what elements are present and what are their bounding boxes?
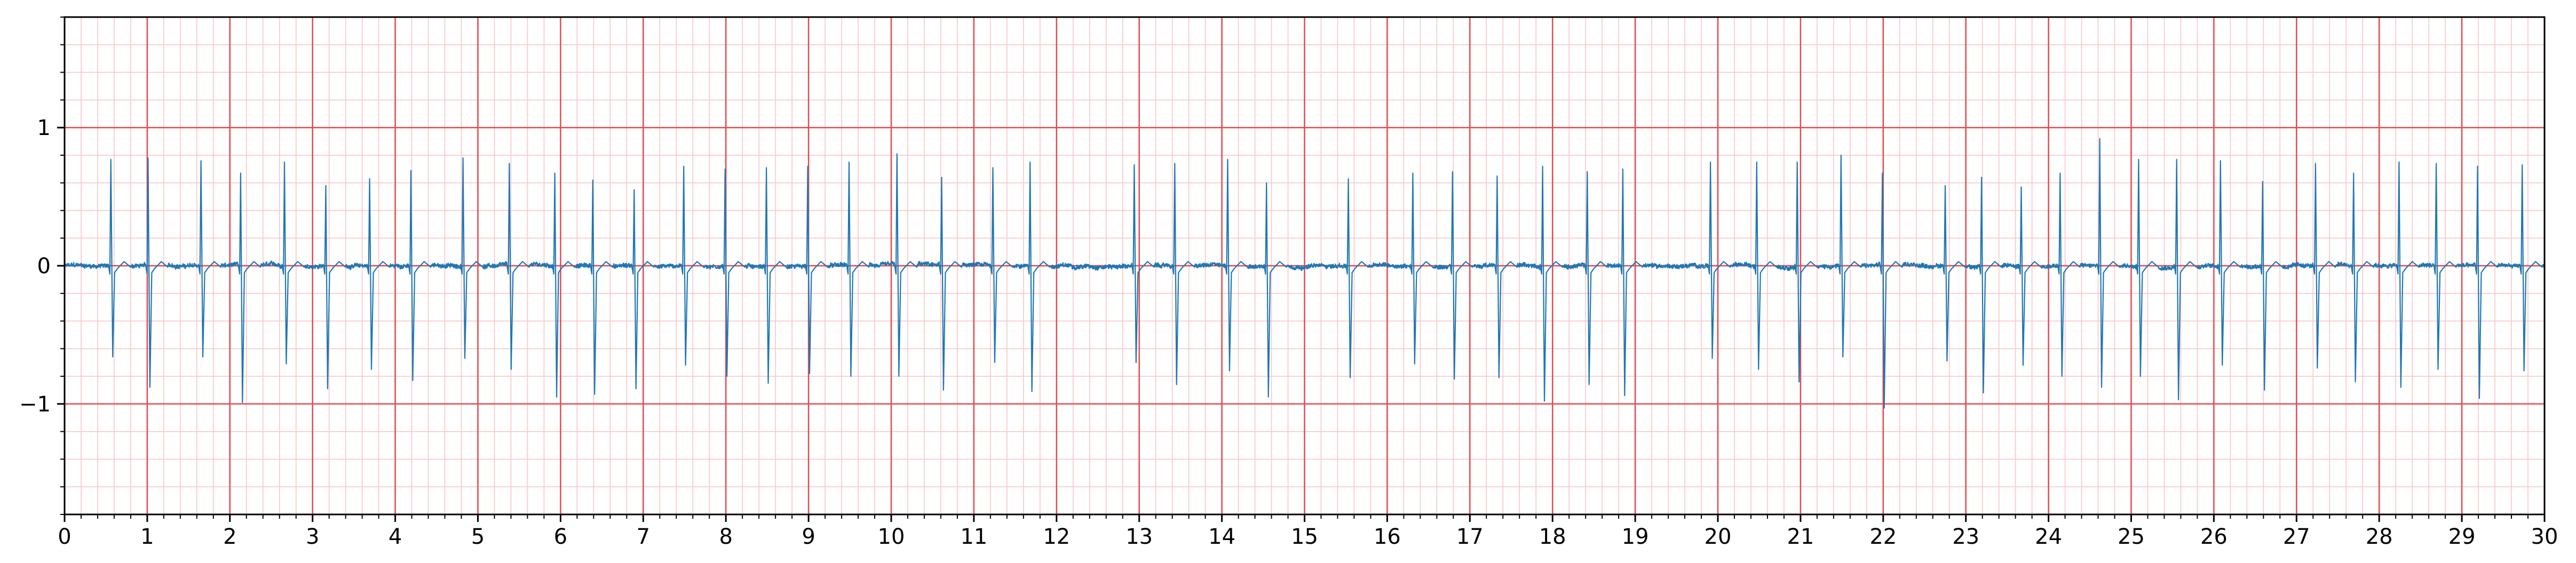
- x-tick-label: 29: [2448, 525, 2476, 549]
- x-tick-label: 25: [2118, 525, 2145, 549]
- y-tick-label: 1: [37, 116, 51, 140]
- x-tick-label: 30: [2531, 525, 2558, 549]
- x-tick-label: 24: [2035, 525, 2062, 549]
- x-tick-label: 6: [554, 525, 567, 549]
- x-tick-label: 15: [1291, 525, 1318, 549]
- x-tick-label: 7: [637, 525, 650, 549]
- x-tick-label: 16: [1374, 525, 1401, 549]
- x-tick-label: 13: [1125, 525, 1153, 549]
- y-tick-label: −1: [19, 392, 51, 417]
- x-tick-label: 20: [1705, 525, 1732, 549]
- x-tick-label: 10: [878, 525, 905, 549]
- x-tick-label: 4: [389, 525, 402, 549]
- series-layer: [64, 138, 2545, 409]
- x-axis: 0 1 2 3 4 5 6 7 8 9 10 11 12 13 14 15 16 17 18 19 20 21 22 23 24…: [58, 514, 2558, 549]
- x-tick-label: 18: [1539, 525, 1566, 549]
- x-tick-label: 19: [1622, 525, 1649, 549]
- x-tick-label: 28: [2366, 525, 2393, 549]
- x-tick-label: 21: [1787, 525, 1814, 549]
- x-tick-label: 1: [140, 525, 154, 549]
- x-tick-label: 22: [1869, 525, 1897, 549]
- y-tick-label: 0: [37, 254, 51, 279]
- x-tick-label: 3: [306, 525, 319, 549]
- x-tick-label: 9: [802, 525, 815, 549]
- x-tick-label: 5: [471, 525, 485, 549]
- x-tick-label: 23: [1952, 525, 1979, 549]
- x-tick-label: 8: [719, 525, 732, 549]
- x-tick-label: 0: [58, 525, 71, 549]
- x-tick-label: 26: [2200, 525, 2228, 549]
- x-tick-label: 14: [1208, 525, 1235, 549]
- plot-area: [64, 16, 2546, 516]
- y-axis: −1 0 1: [19, 17, 65, 515]
- x-tick-label: 11: [960, 525, 987, 549]
- x-tick-label: 12: [1043, 525, 1070, 549]
- ecg-trace: [64, 138, 2545, 409]
- x-tick-label: 27: [2283, 525, 2310, 549]
- x-tick-label: 2: [223, 525, 236, 549]
- x-tick-label: 17: [1456, 525, 1484, 549]
